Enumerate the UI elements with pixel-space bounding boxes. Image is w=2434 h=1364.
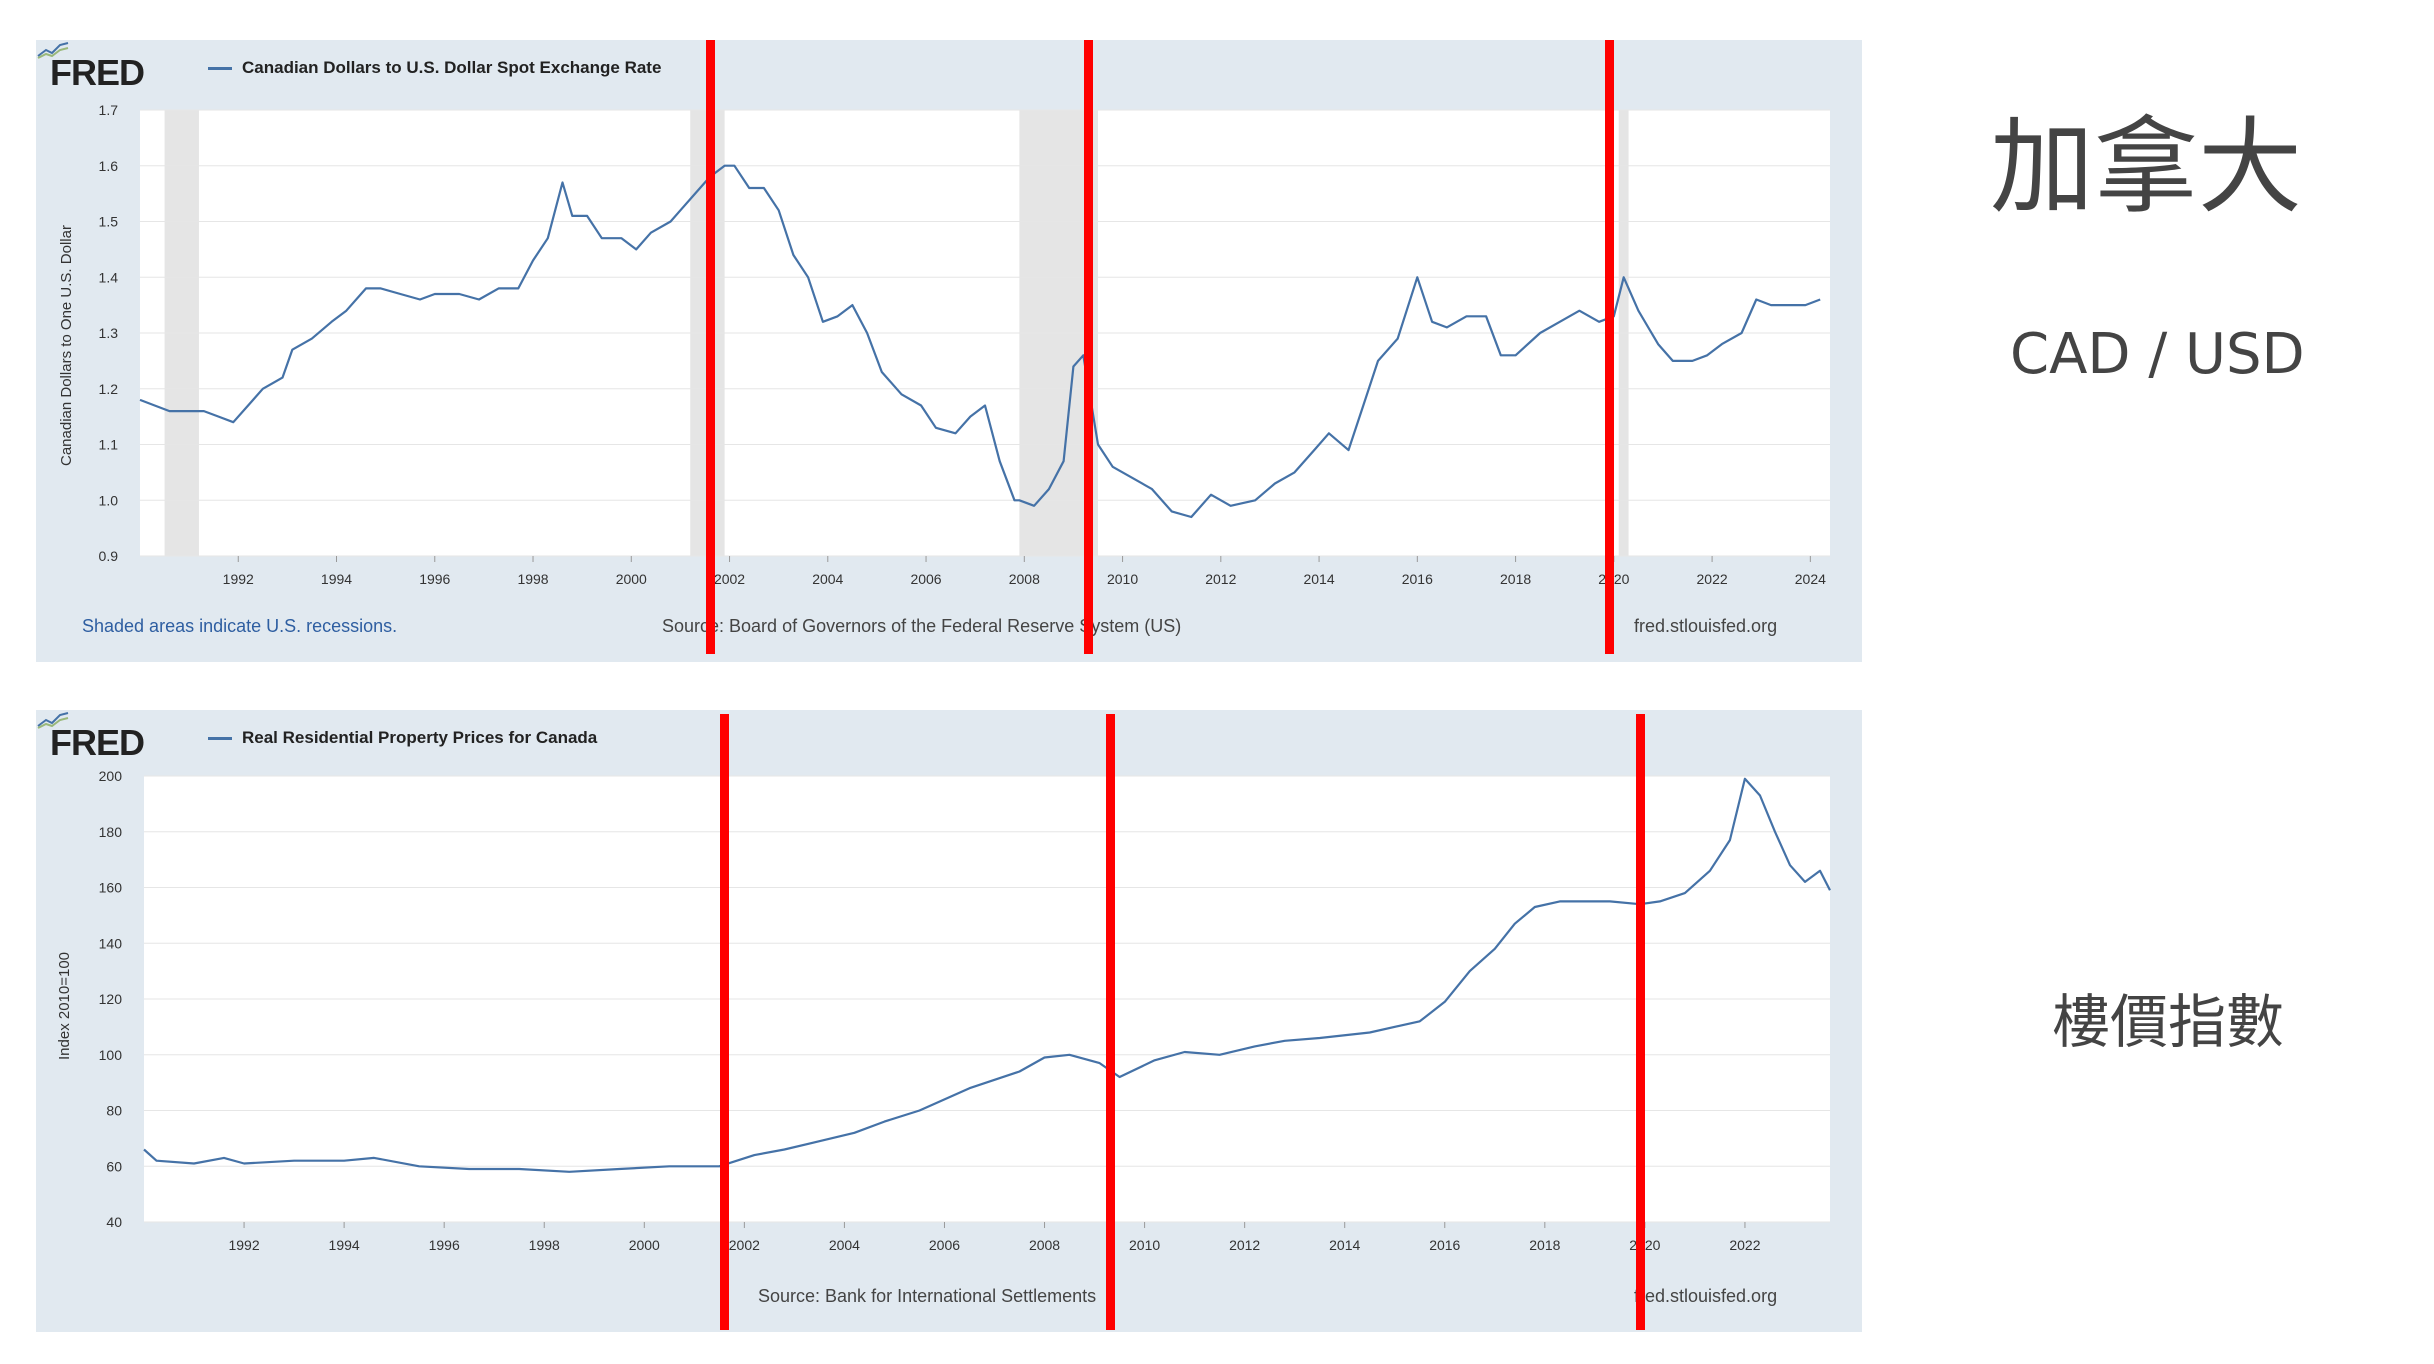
x-tick-label: 2006 xyxy=(910,571,941,587)
country-title: 加拿大 xyxy=(1990,106,2303,228)
x-tick-label: 2002 xyxy=(714,571,745,587)
x-tick-label: 2012 xyxy=(1229,1237,1260,1253)
chart-title[interactable]: Real Residential Property Prices for Can… xyxy=(208,728,597,748)
marker-line xyxy=(705,40,715,654)
y-tick-label: 180 xyxy=(99,824,123,840)
marker-line xyxy=(1084,40,1094,654)
y-tick-label: 0.9 xyxy=(99,548,119,564)
fred-logo[interactable]: FRED xyxy=(50,722,145,763)
x-tick-label: 2008 xyxy=(1009,571,1040,587)
x-tick-label: 2010 xyxy=(1129,1237,1160,1253)
x-tick-label: 1996 xyxy=(419,571,450,587)
recession-note[interactable]: Shaded areas indicate U.S. recessions. xyxy=(82,616,398,636)
x-tick-label: 2004 xyxy=(829,1237,860,1253)
fred-url[interactable]: fred.stlouisfed.org xyxy=(1634,1286,1778,1306)
marker-line xyxy=(1105,714,1115,1330)
series-line[interactable] xyxy=(143,777,1831,1173)
exchange-rate-chart-svg: 0.9 1.0 1.1 1.2 1.3 1.4 1.5 1.6 1.7 1992 1994 1996 1… xyxy=(99,102,1830,587)
x-tick-label: 1994 xyxy=(329,1237,360,1253)
x-tick-label: 1994 xyxy=(321,571,352,587)
fred-url[interactable]: fred.stlouisfed.org xyxy=(1634,616,1778,636)
y-tick-label: 140 xyxy=(99,935,123,951)
x-tick-label: 2020 xyxy=(1629,1237,1660,1253)
y-tick-label: 120 xyxy=(99,991,123,1007)
source-text: Source: Bank for International Settlemen… xyxy=(758,1286,1097,1306)
property-price-chart-svg: 40 60 80 100 120 140 160 180 200 1992 1994 1996 1998… xyxy=(99,768,1831,1253)
x-tick-label: 2014 xyxy=(1303,571,1334,587)
legend-swatch xyxy=(208,736,232,740)
x-tick-label: 2008 xyxy=(1029,1237,1060,1253)
marker-line xyxy=(1635,714,1645,1330)
x-tick-label: 2012 xyxy=(1205,571,1236,587)
marker-line xyxy=(720,714,730,1330)
y-tick-label: 1.4 xyxy=(99,269,119,285)
x-tick-label: 2024 xyxy=(1795,571,1826,587)
x-tick-label: 2022 xyxy=(1697,571,1728,587)
currency-pair-label: CAD / USD xyxy=(2010,322,2305,387)
x-tick-label: 2004 xyxy=(812,571,843,587)
x-tick-label: 1996 xyxy=(429,1237,460,1253)
x-tick-label: 2020 xyxy=(1598,571,1629,587)
x-tick-label: 2022 xyxy=(1729,1237,1760,1253)
exchange-rate-chart-panel: 0.9 1.0 1.1 1.2 1.3 1.4 1.5 1.6 1.7 1992 1994 1996 1… xyxy=(36,40,1862,662)
x-tick-label: 1992 xyxy=(223,571,254,587)
y-tick-label: 1.6 xyxy=(99,158,119,174)
property-price-chart-panel: 40 60 80 100 120 140 160 180 200 1992 1994 1996 1998… xyxy=(36,710,1862,1332)
y-tick-label: 200 xyxy=(99,768,123,784)
y-tick-label: 160 xyxy=(99,880,123,896)
fred-graph-icon xyxy=(37,42,69,59)
y-tick-label: 1.2 xyxy=(99,381,119,397)
chart-title-text: Canadian Dollars to U.S. Dollar Spot Exc… xyxy=(242,58,662,77)
x-tick-label: 2018 xyxy=(1529,1237,1560,1253)
x-tick-label: 2006 xyxy=(929,1237,960,1253)
y-axis-label: Index 2010=100 xyxy=(56,951,73,1060)
chart-title-text: Real Residential Property Prices for Can… xyxy=(242,728,598,747)
y-tick-label: 1.0 xyxy=(99,492,119,508)
x-tick-label: 2000 xyxy=(616,571,647,587)
y-tick-label: 1.7 xyxy=(99,102,119,118)
x-tick-label: 2016 xyxy=(1429,1237,1460,1253)
x-tick-label: 1992 xyxy=(228,1237,259,1253)
x-tick-label: 1998 xyxy=(517,571,548,587)
fred-graph-icon xyxy=(37,712,69,729)
x-tick-label: 2014 xyxy=(1329,1237,1360,1253)
y-tick-label: 1.1 xyxy=(99,437,119,453)
marker-line xyxy=(1604,40,1614,654)
x-tick-label: 2000 xyxy=(629,1237,660,1253)
y-axis-label: Canadian Dollars to One U.S. Dollar xyxy=(58,225,75,466)
x-tick-label: 2002 xyxy=(729,1237,760,1253)
x-tick-label: 2010 xyxy=(1107,571,1138,587)
y-tick-label: 40 xyxy=(106,1214,122,1230)
legend-swatch xyxy=(208,66,232,70)
chart-title[interactable]: Canadian Dollars to U.S. Dollar Spot Exc… xyxy=(208,58,661,78)
x-tick-label: 2018 xyxy=(1500,571,1531,587)
y-tick-label: 60 xyxy=(106,1158,122,1174)
x-tick-label: 2016 xyxy=(1402,571,1433,587)
y-tick-label: 100 xyxy=(99,1047,123,1063)
x-tick-label: 1998 xyxy=(529,1237,560,1253)
fred-logo[interactable]: FRED xyxy=(50,52,145,93)
y-tick-label: 80 xyxy=(106,1103,122,1119)
y-tick-label: 1.3 xyxy=(99,325,119,341)
property-index-label: 樓價指數 xyxy=(2052,988,2285,1056)
series-line[interactable] xyxy=(139,164,1821,519)
source-text: Source: Board of Governors of the Federa… xyxy=(662,616,1182,636)
y-tick-label: 1.5 xyxy=(99,214,119,230)
